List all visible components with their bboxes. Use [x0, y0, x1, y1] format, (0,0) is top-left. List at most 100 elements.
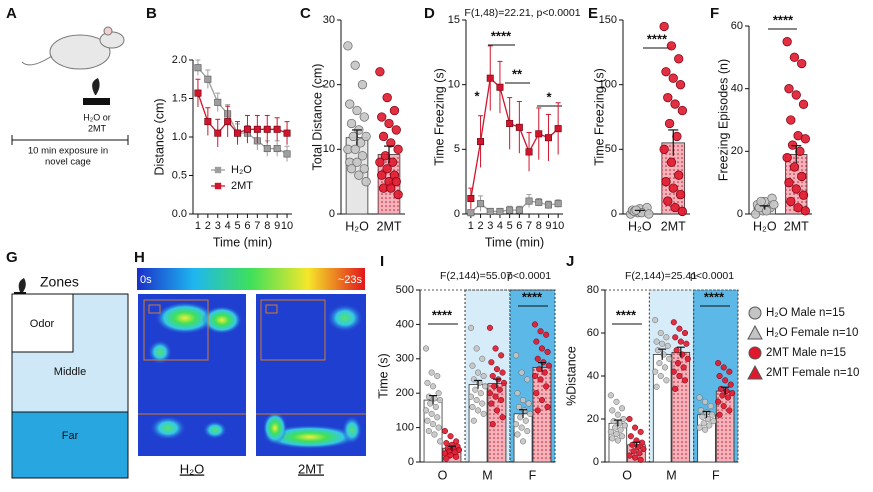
point — [348, 131, 359, 142]
point — [696, 394, 703, 401]
point — [626, 452, 633, 459]
y-tick-label: 100 — [599, 79, 617, 91]
point — [492, 393, 499, 400]
point — [491, 383, 498, 390]
point — [350, 144, 360, 154]
point — [668, 183, 678, 193]
point — [488, 359, 495, 366]
panel-label: D — [424, 5, 435, 22]
y-tick-label: 400 — [396, 318, 414, 330]
point — [654, 347, 662, 354]
point — [664, 342, 671, 349]
point — [352, 157, 362, 167]
point — [661, 364, 669, 371]
legend-label: H₂O Male n=15 — [766, 307, 845, 319]
significance: ** — [512, 66, 523, 81]
point — [391, 177, 401, 187]
point — [666, 157, 677, 167]
point — [536, 366, 543, 373]
point — [537, 376, 544, 383]
point — [544, 134, 552, 142]
point — [527, 410, 534, 417]
point — [726, 407, 733, 414]
panel-label: I — [380, 253, 384, 270]
point — [699, 413, 706, 420]
x-tick-label: 6 — [516, 220, 522, 232]
point — [782, 152, 792, 163]
x-tick-label: 8 — [536, 220, 542, 232]
point — [524, 376, 531, 383]
point — [441, 450, 449, 457]
point — [707, 403, 714, 410]
point — [427, 400, 434, 407]
point — [729, 390, 736, 397]
x-tick-label: H₂O — [753, 219, 777, 233]
point — [345, 99, 355, 109]
point — [674, 54, 684, 64]
point — [543, 331, 550, 338]
point — [800, 134, 810, 144]
point — [607, 428, 614, 435]
point — [263, 145, 271, 153]
scale-label: ~23s — [338, 274, 363, 286]
y-tick-label: 0 — [408, 456, 414, 468]
stat-p: p<0.0001 — [507, 270, 551, 282]
point — [443, 455, 450, 462]
point — [224, 118, 232, 126]
point — [630, 448, 637, 455]
point — [430, 421, 437, 428]
point — [469, 362, 476, 369]
point — [533, 390, 540, 397]
y-tick-label: 0.0 — [172, 208, 187, 220]
point — [627, 433, 634, 440]
y-tick-label: 0.5 — [172, 169, 187, 181]
point — [670, 368, 677, 375]
point — [430, 383, 437, 390]
point — [533, 338, 540, 345]
point — [786, 196, 796, 207]
point — [672, 334, 679, 341]
point — [784, 178, 794, 188]
point — [663, 377, 670, 384]
point — [535, 130, 543, 138]
point — [534, 355, 541, 362]
point — [653, 383, 660, 390]
point — [352, 105, 362, 116]
point — [498, 352, 505, 359]
point — [652, 368, 659, 375]
point — [554, 200, 562, 208]
point — [797, 58, 807, 69]
point — [513, 352, 520, 359]
point — [473, 345, 480, 352]
point — [697, 407, 704, 414]
point — [425, 427, 432, 435]
significance: **** — [773, 12, 794, 27]
point — [357, 151, 368, 161]
point — [525, 197, 533, 205]
point — [680, 364, 687, 371]
point — [515, 403, 522, 411]
point — [194, 64, 202, 72]
y-tick-label: 80 — [587, 284, 599, 296]
y-axis-label: Freezing Episodes (n) — [716, 59, 730, 181]
point — [668, 73, 678, 83]
x-tick-label: O — [622, 468, 632, 482]
point — [675, 80, 686, 90]
point — [473, 397, 480, 404]
point — [663, 334, 670, 341]
point — [700, 420, 707, 427]
point — [470, 376, 477, 383]
point — [253, 125, 261, 133]
point — [795, 146, 805, 156]
point — [663, 196, 673, 206]
point — [800, 206, 810, 216]
point — [243, 125, 251, 133]
point — [496, 207, 504, 215]
point — [702, 398, 709, 405]
point — [391, 125, 401, 135]
legend-marker — [214, 182, 222, 190]
point — [543, 383, 550, 390]
x-tick-label: 9 — [545, 220, 551, 232]
y-tick-label: 40 — [587, 370, 599, 382]
point — [468, 324, 475, 331]
